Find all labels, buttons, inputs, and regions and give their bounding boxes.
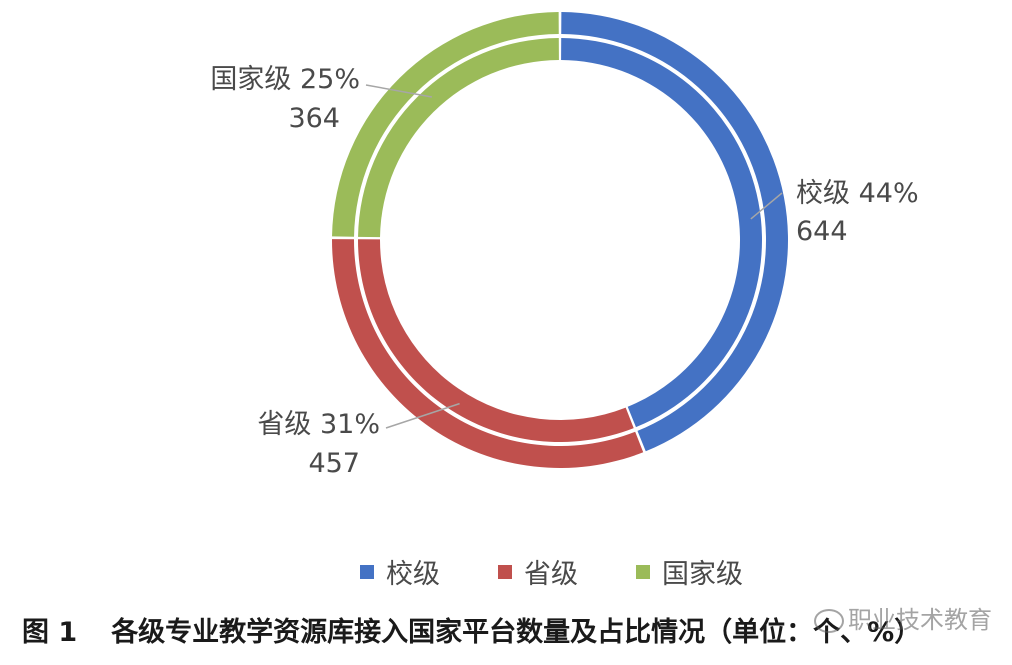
slice-value-0: 644 <box>796 216 848 247</box>
figure-number: 图 1 <box>22 617 78 648</box>
legend-swatch-1 <box>498 565 512 579</box>
slice-1-ring-1 <box>358 239 634 443</box>
leader-line-0 <box>750 192 783 220</box>
slice-value-2: 364 <box>288 103 340 134</box>
legend-label-0: 校级 <box>386 559 440 590</box>
slice-value-1: 457 <box>308 448 360 479</box>
legend-swatch-2 <box>636 565 650 579</box>
legend-label-1: 省级 <box>524 559 578 590</box>
slice-0-ring-0 <box>561 12 788 452</box>
watermark: 职业技术教育 <box>814 600 992 635</box>
slice-1-ring-0 <box>332 239 644 468</box>
legend-swatch-0 <box>360 565 374 579</box>
donut-chart: 校级 44% 644 省级 31% 457 国家级 25% 364 校级 省级 国家级 <box>210 12 919 590</box>
slice-label-1: 省级 31% <box>257 409 380 440</box>
donut-rings <box>332 12 788 468</box>
leader-line-1 <box>385 402 460 429</box>
slice-0-ring-1 <box>561 38 762 428</box>
leader-line-2 <box>365 84 433 98</box>
legend-label-2: 国家级 <box>662 559 743 590</box>
figure-caption: 图 1 各级专业教学资源库接入国家平台数量及占比情况（单位：个、%） <box>22 610 921 649</box>
watermark-text: 职业技术教育 <box>848 606 992 634</box>
leader-lines <box>365 84 783 429</box>
slice-label-2: 国家级 25% <box>210 64 360 95</box>
slice-2-ring-1 <box>358 38 559 238</box>
legend: 校级 省级 国家级 <box>360 559 743 590</box>
slice-label-0: 校级 44% <box>796 178 919 209</box>
figure-caption-text: 各级专业教学资源库接入国家平台数量及占比情况（单位：个、%） <box>111 617 922 648</box>
wechat-icon <box>814 609 844 633</box>
slice-2-ring-0 <box>332 12 559 237</box>
slice-labels: 校级 44% 644 省级 31% 457 国家级 25% 364 <box>210 64 918 479</box>
